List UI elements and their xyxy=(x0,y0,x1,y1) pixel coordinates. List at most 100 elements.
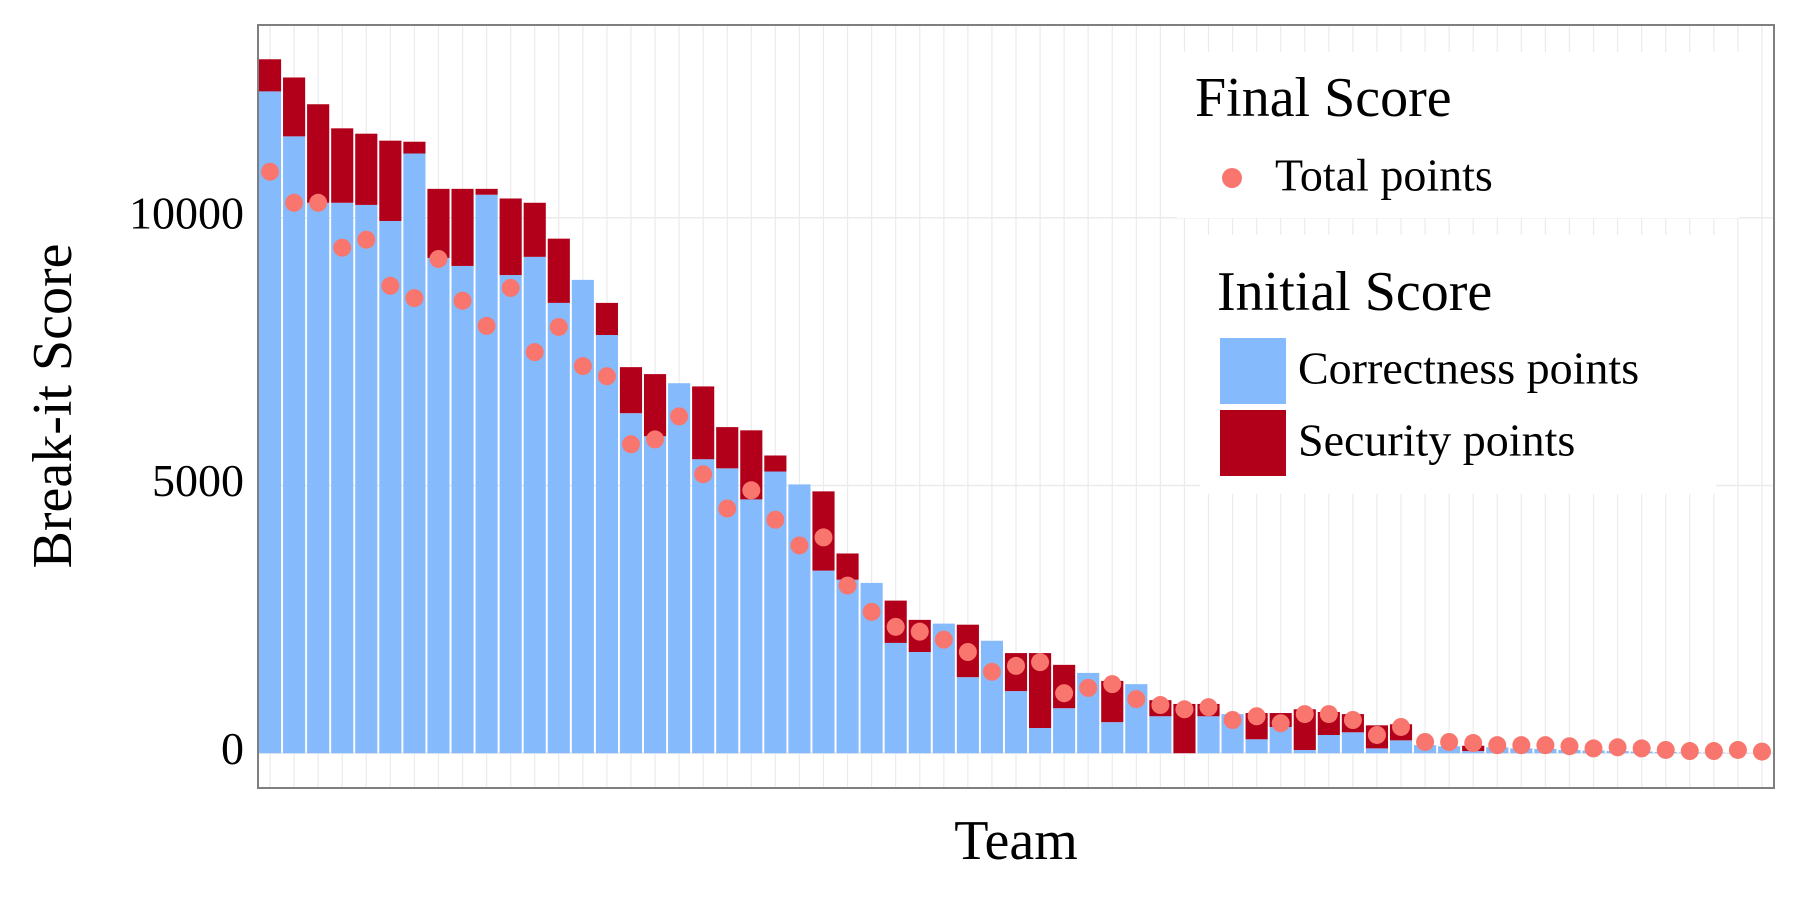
bar xyxy=(956,677,979,754)
point xyxy=(1127,690,1146,709)
bar xyxy=(1462,751,1485,754)
bar xyxy=(1053,708,1076,754)
point xyxy=(333,238,352,257)
bar xyxy=(1028,728,1052,754)
point xyxy=(1367,725,1386,744)
point xyxy=(1079,678,1098,697)
point xyxy=(1151,696,1170,715)
point xyxy=(357,230,376,249)
bar xyxy=(1269,726,1292,754)
plot-border xyxy=(257,24,1775,789)
bar xyxy=(283,77,306,137)
legend-label: Security points xyxy=(1298,415,1575,466)
point xyxy=(573,357,592,376)
bar xyxy=(740,430,763,500)
y-tick-label: 10000 xyxy=(129,187,244,238)
bar xyxy=(764,455,787,472)
point xyxy=(814,528,833,547)
bar xyxy=(668,383,691,754)
legend-symbol xyxy=(1222,168,1242,188)
bar xyxy=(427,188,450,258)
point xyxy=(1728,740,1747,759)
bar xyxy=(331,128,354,203)
bar xyxy=(499,198,522,276)
legend-title: Final Score xyxy=(1195,67,1452,129)
point xyxy=(646,430,665,449)
bar xyxy=(619,367,643,414)
point xyxy=(405,289,424,308)
point xyxy=(670,407,689,426)
point xyxy=(718,499,737,518)
legend-box xyxy=(1177,52,1739,218)
point xyxy=(742,481,761,500)
bar xyxy=(908,651,931,754)
bar xyxy=(1197,716,1220,754)
bar xyxy=(355,133,378,205)
bar xyxy=(475,188,498,195)
y-tick-label: 0 xyxy=(221,723,244,774)
bar xyxy=(884,642,907,754)
point xyxy=(958,642,977,661)
bar xyxy=(1028,653,1052,729)
bar xyxy=(355,204,378,754)
bar xyxy=(379,140,402,221)
bar xyxy=(403,141,426,154)
point xyxy=(1536,736,1555,755)
legend-symbol xyxy=(1220,338,1286,404)
point xyxy=(1319,705,1338,724)
point xyxy=(1752,742,1771,761)
bar xyxy=(692,459,715,754)
point xyxy=(1007,656,1025,675)
point xyxy=(1392,717,1411,736)
point xyxy=(285,193,304,212)
bar xyxy=(403,153,426,754)
bar xyxy=(547,302,570,754)
point xyxy=(766,510,785,529)
point xyxy=(525,343,544,362)
x-axis-title: Team xyxy=(954,810,1078,872)
point xyxy=(1223,710,1242,729)
point xyxy=(1680,742,1699,761)
point xyxy=(1704,742,1723,761)
bar xyxy=(1101,722,1124,754)
bar xyxy=(571,279,594,754)
point xyxy=(1055,684,1074,703)
bar xyxy=(258,91,282,754)
bar xyxy=(1004,691,1028,754)
bar xyxy=(812,570,835,754)
point xyxy=(621,435,640,454)
point xyxy=(1656,740,1675,759)
bar xyxy=(836,553,859,580)
bar xyxy=(595,302,618,336)
bar xyxy=(451,265,474,754)
point xyxy=(1343,710,1362,729)
bar xyxy=(307,202,330,754)
bar xyxy=(523,256,546,754)
point xyxy=(261,162,280,181)
bar xyxy=(379,220,402,754)
bar xyxy=(764,471,787,754)
point xyxy=(309,193,328,212)
bar xyxy=(1365,748,1389,754)
bar xyxy=(523,202,546,257)
point xyxy=(838,576,857,595)
bar xyxy=(980,640,1004,754)
bar xyxy=(788,484,811,754)
point xyxy=(429,249,448,268)
point xyxy=(1464,734,1483,753)
bar xyxy=(1317,734,1340,754)
bar xyxy=(1245,739,1268,754)
bar xyxy=(643,374,667,437)
point xyxy=(1416,732,1435,751)
bar xyxy=(836,579,859,754)
point xyxy=(934,630,953,649)
legend-title: Initial Score xyxy=(1217,261,1492,323)
y-tick-label: 5000 xyxy=(152,455,244,506)
point xyxy=(1247,707,1266,726)
point xyxy=(1608,738,1627,757)
point xyxy=(1632,739,1651,758)
bar xyxy=(475,194,498,754)
bar xyxy=(258,59,282,92)
bar xyxy=(427,257,450,754)
